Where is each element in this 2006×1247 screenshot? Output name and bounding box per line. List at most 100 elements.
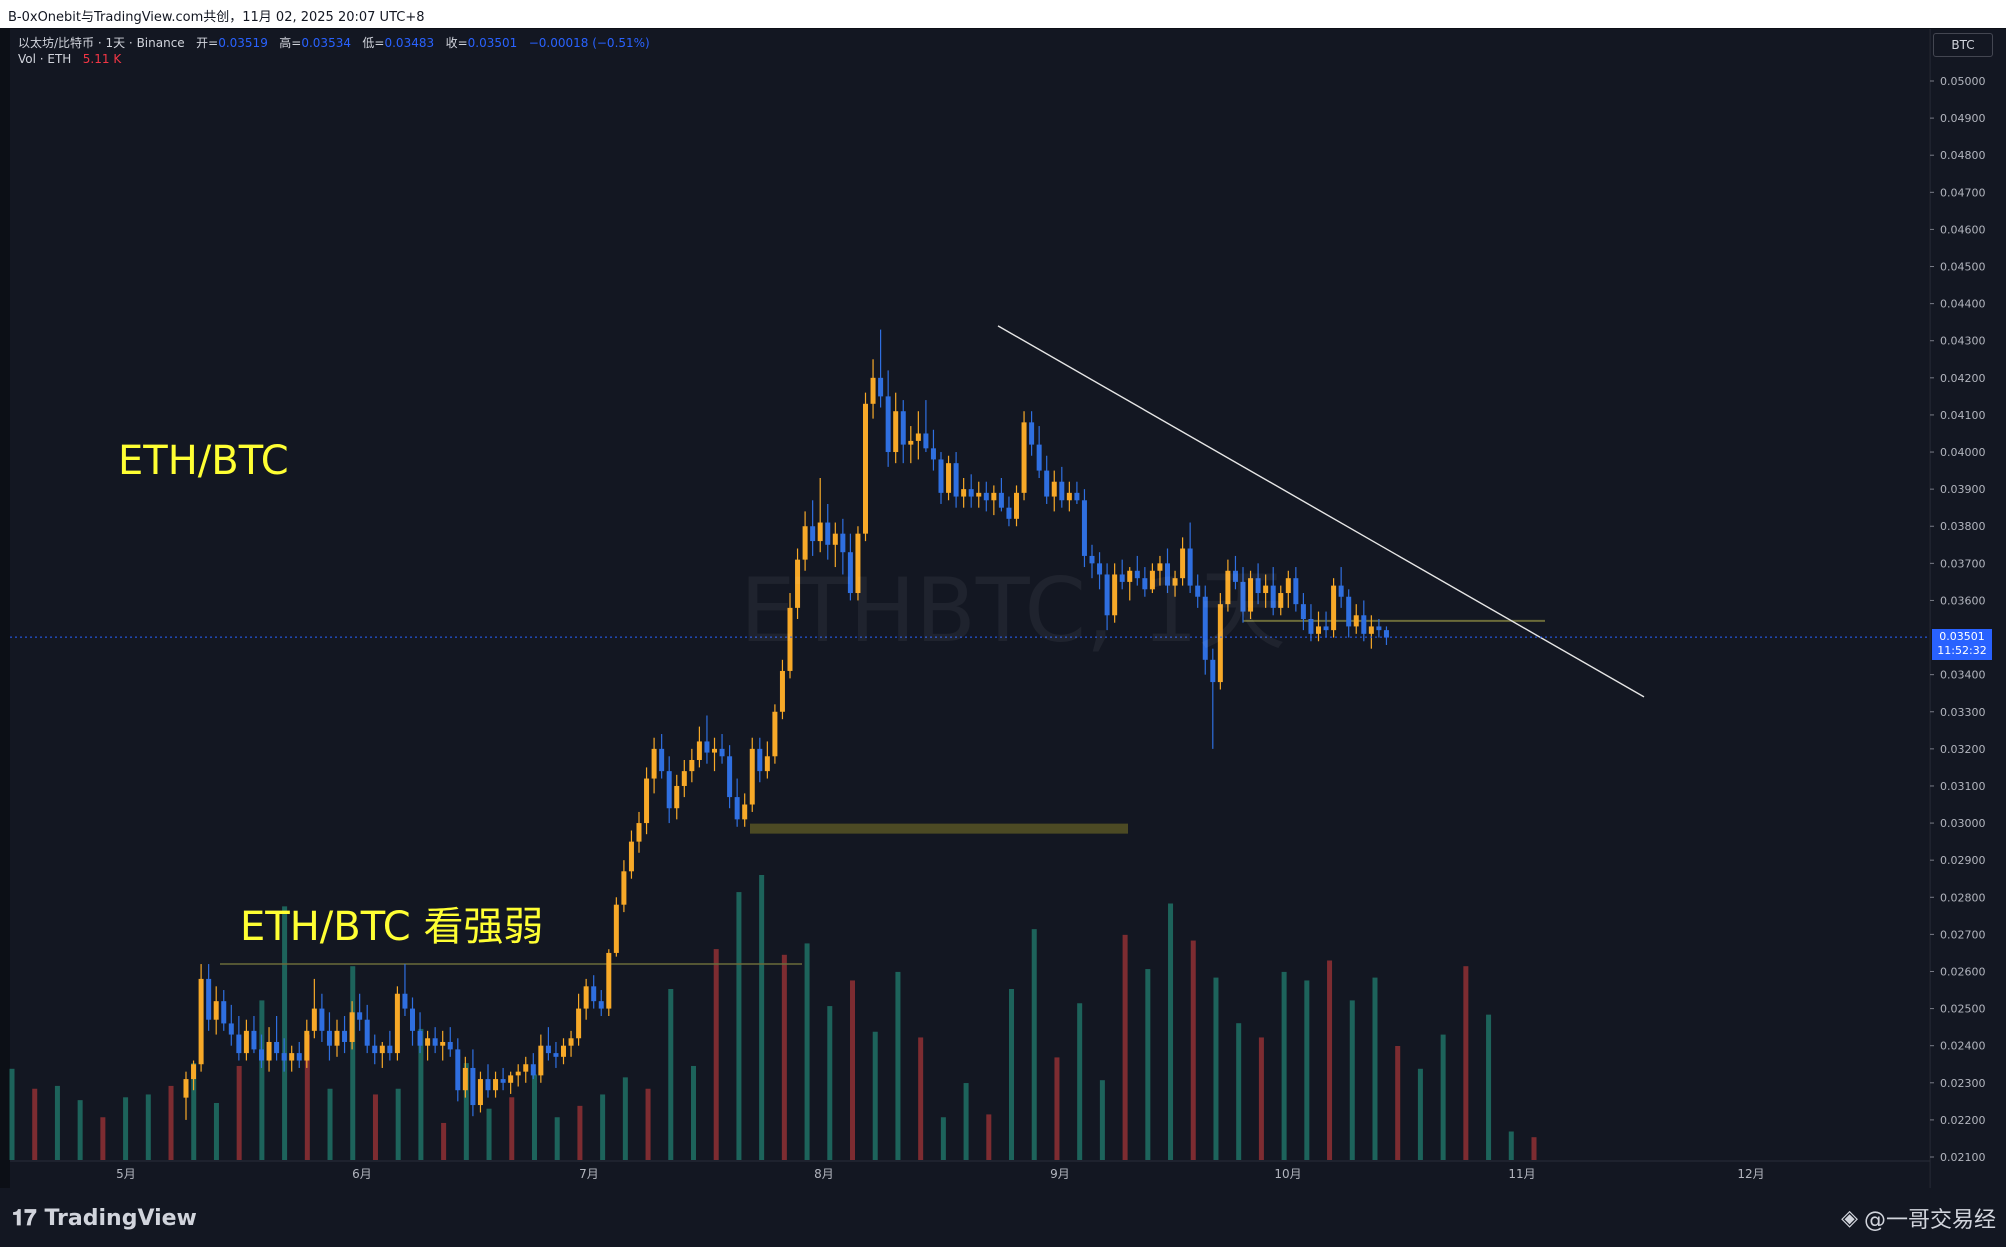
candle-body bbox=[628, 841, 634, 872]
price-tick-label: 0.03300 bbox=[1940, 706, 1986, 719]
volume-bar bbox=[1508, 1131, 1514, 1160]
price-tick-label: 0.04500 bbox=[1940, 261, 1986, 274]
candle-body bbox=[1157, 563, 1163, 571]
price-tick-label: 0.03900 bbox=[1940, 483, 1986, 496]
candle-body bbox=[1195, 585, 1201, 597]
annotation-subtitle: ETH/BTC 看强弱 bbox=[240, 904, 544, 950]
candle-body bbox=[1051, 481, 1057, 497]
volume-bar bbox=[77, 1100, 83, 1160]
candle-body bbox=[455, 1049, 461, 1091]
candle-body bbox=[810, 526, 816, 542]
candle-body bbox=[1112, 574, 1118, 616]
candle-body bbox=[930, 448, 936, 460]
candle-body bbox=[183, 1079, 189, 1098]
price-tick-label: 0.03700 bbox=[1940, 557, 1986, 570]
candle-body bbox=[266, 1041, 272, 1061]
price-tick-label: 0.03100 bbox=[1940, 780, 1986, 793]
candle-body bbox=[1316, 626, 1321, 634]
candle-body bbox=[326, 1030, 332, 1046]
volume-bar bbox=[54, 1085, 60, 1160]
price-tick-label: 0.04300 bbox=[1940, 335, 1986, 348]
volume-bar bbox=[963, 1083, 969, 1160]
candle-body bbox=[1104, 574, 1110, 616]
volume-bar bbox=[418, 1028, 424, 1160]
time-tick-label: 12月 bbox=[1737, 1167, 1764, 1181]
candle-body bbox=[417, 1030, 423, 1046]
volume-bar bbox=[145, 1094, 151, 1160]
volume-bar bbox=[577, 1105, 583, 1160]
volume-bar bbox=[32, 1088, 38, 1160]
tradingview-brand[interactable]: 𝟏𝟕 TradingView bbox=[12, 1204, 197, 1232]
volume-bar bbox=[622, 1077, 628, 1160]
candle-body bbox=[1278, 593, 1284, 608]
candle-body bbox=[681, 771, 687, 786]
legend-open-label: 开= bbox=[196, 36, 219, 50]
candle-body bbox=[1187, 548, 1193, 586]
price-tick-label: 0.04900 bbox=[1940, 112, 1986, 125]
candle-body bbox=[636, 823, 642, 842]
volume-bar bbox=[1486, 1014, 1492, 1160]
trendline bbox=[997, 325, 1645, 698]
candle-body bbox=[598, 1001, 604, 1009]
currency-button[interactable]: BTC bbox=[1933, 33, 1993, 57]
candle-body bbox=[727, 756, 733, 798]
candle-body bbox=[515, 1071, 521, 1076]
candle-body bbox=[1202, 596, 1208, 660]
candle-body bbox=[1210, 659, 1216, 683]
candle-body bbox=[523, 1064, 529, 1072]
candle-body bbox=[545, 1045, 551, 1054]
candle-body bbox=[500, 1079, 506, 1083]
volume-bar bbox=[486, 1108, 492, 1160]
candle-body bbox=[1232, 570, 1238, 582]
volume-bar bbox=[259, 1000, 265, 1160]
volume-bar bbox=[1349, 1000, 1355, 1160]
candle-body bbox=[606, 952, 612, 1009]
candle-body bbox=[651, 748, 657, 779]
price-tick-label: 0.04000 bbox=[1940, 446, 1986, 459]
volume-bars bbox=[9, 875, 1537, 1160]
snapshot-caption: B-0xOnebit与TradingView.com共创，11月 02, 202… bbox=[8, 10, 425, 25]
time-tick-label: 8月 bbox=[814, 1167, 834, 1181]
volume-bar bbox=[781, 954, 787, 1160]
time-tick-label: 5月 bbox=[116, 1167, 136, 1181]
candle-body bbox=[379, 1045, 385, 1054]
candle-body bbox=[206, 978, 212, 1020]
candle-body bbox=[213, 1001, 219, 1020]
candle-body bbox=[1006, 507, 1012, 519]
candle-body bbox=[991, 492, 997, 501]
candle-body bbox=[425, 1038, 431, 1046]
candle-body bbox=[1293, 578, 1299, 605]
candle-body bbox=[712, 748, 717, 753]
candle-body bbox=[530, 1064, 536, 1076]
candle-body bbox=[1149, 570, 1155, 590]
candle-body bbox=[976, 492, 982, 497]
candle-body bbox=[885, 396, 891, 453]
candle-body bbox=[893, 411, 899, 453]
candle-body bbox=[1014, 492, 1019, 519]
candle-body bbox=[1044, 470, 1050, 497]
volume-bar bbox=[1417, 1068, 1423, 1160]
candle-body bbox=[243, 1030, 249, 1054]
price-tick-label: 0.02600 bbox=[1940, 965, 1986, 978]
candle-body bbox=[1383, 630, 1389, 638]
candle-body bbox=[1119, 574, 1125, 582]
price-tick-label: 0.04100 bbox=[1940, 409, 1986, 422]
volume-bar bbox=[1145, 969, 1151, 1160]
candle-body bbox=[900, 411, 906, 445]
candle-body bbox=[281, 1053, 287, 1061]
volume-bar bbox=[1122, 934, 1128, 1160]
candle-body bbox=[1323, 626, 1329, 631]
candle-body bbox=[1134, 570, 1140, 579]
candle-body bbox=[387, 1045, 393, 1054]
volume-bar bbox=[1304, 980, 1310, 1160]
time-tick-label: 9月 bbox=[1050, 1167, 1070, 1181]
volume-bar bbox=[895, 971, 901, 1160]
price-tick-label: 0.04700 bbox=[1940, 186, 1986, 199]
price-tick-label: 0.02300 bbox=[1940, 1077, 1986, 1090]
price-tick-label: 0.02100 bbox=[1940, 1151, 1986, 1164]
candle-body bbox=[402, 993, 408, 1009]
legend-low: 0.03483 bbox=[384, 36, 435, 50]
tradingview-logo-icon: 𝟏𝟕 bbox=[12, 1205, 37, 1231]
